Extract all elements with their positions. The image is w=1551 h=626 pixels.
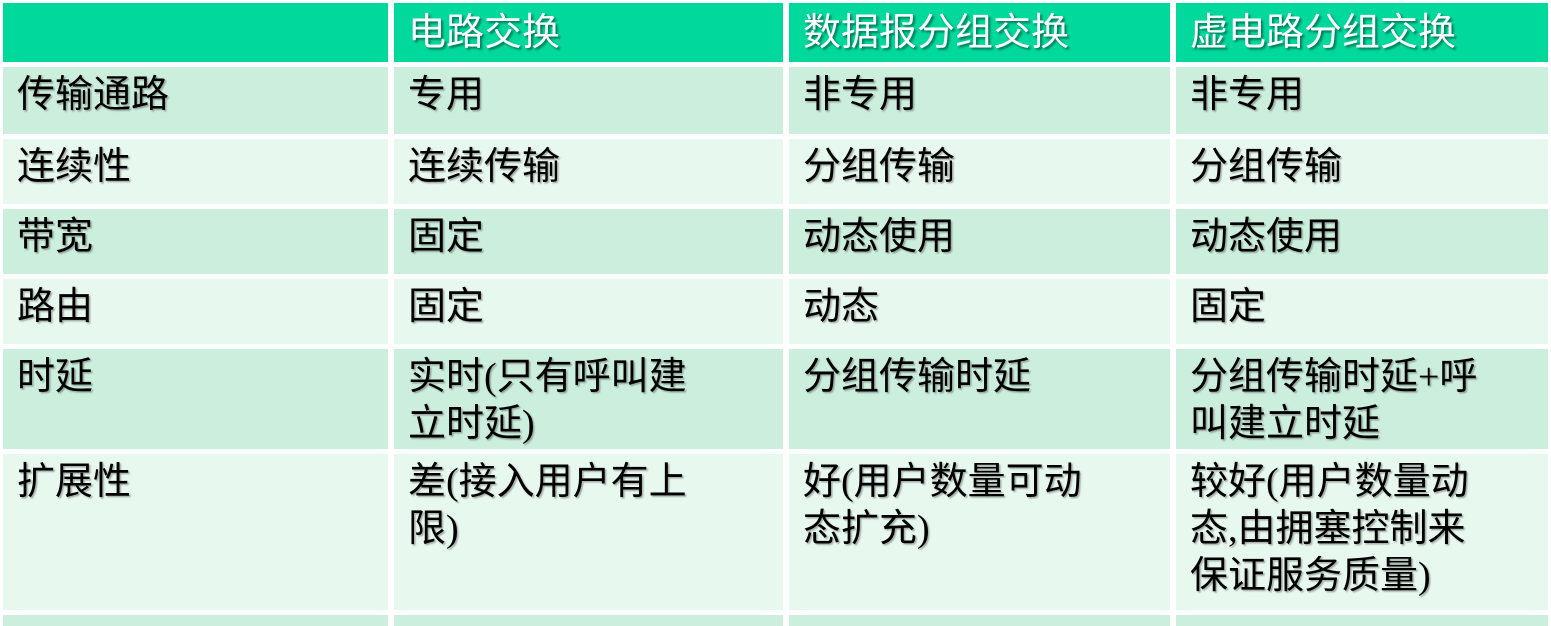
row-label: 带宽 xyxy=(3,209,388,274)
row-label: 扩展性 xyxy=(3,454,388,610)
table-cell: 固定 xyxy=(394,209,783,274)
table-cell: 分组传输时延 xyxy=(789,349,1170,449)
table-cell: 专用 xyxy=(394,67,783,134)
partial-row-cell xyxy=(1176,615,1548,626)
header-cell-empty xyxy=(3,3,388,62)
table-cell: 分组传输 xyxy=(1176,139,1548,204)
table-cell: 非专用 xyxy=(789,67,1170,134)
partial-row-cell xyxy=(394,615,783,626)
column-header: 电路交换 xyxy=(394,3,783,62)
row-label: 传输通路 xyxy=(3,67,388,134)
partial-row-cell xyxy=(789,615,1170,626)
column-header: 数据报分组交换 xyxy=(789,3,1170,62)
table-cell: 实时(只有呼叫建 立时延) xyxy=(394,349,783,449)
table-cell: 动态 xyxy=(789,279,1170,344)
partial-row-cell xyxy=(3,615,388,626)
table-cell: 连续传输 xyxy=(394,139,783,204)
table-cell: 动态使用 xyxy=(789,209,1170,274)
column-header: 虚电路分组交换 xyxy=(1176,3,1548,62)
row-label: 时延 xyxy=(3,349,388,449)
table-cell: 好(用户数量可动 态扩充) xyxy=(789,454,1170,610)
row-label: 路由 xyxy=(3,279,388,344)
table-cell: 非专用 xyxy=(1176,67,1548,134)
row-label: 连续性 xyxy=(3,139,388,204)
table-cell: 分组传输 xyxy=(789,139,1170,204)
table-cell: 固定 xyxy=(394,279,783,344)
table-cell: 差(接入用户有上 限) xyxy=(394,454,783,610)
table-cell: 动态使用 xyxy=(1176,209,1548,274)
table-cell: 固定 xyxy=(1176,279,1548,344)
table-cell: 较好(用户数量动 态,由拥塞控制来 保证服务质量) xyxy=(1176,454,1548,610)
table-cell: 分组传输时延+呼 叫建立时延 xyxy=(1176,349,1548,449)
